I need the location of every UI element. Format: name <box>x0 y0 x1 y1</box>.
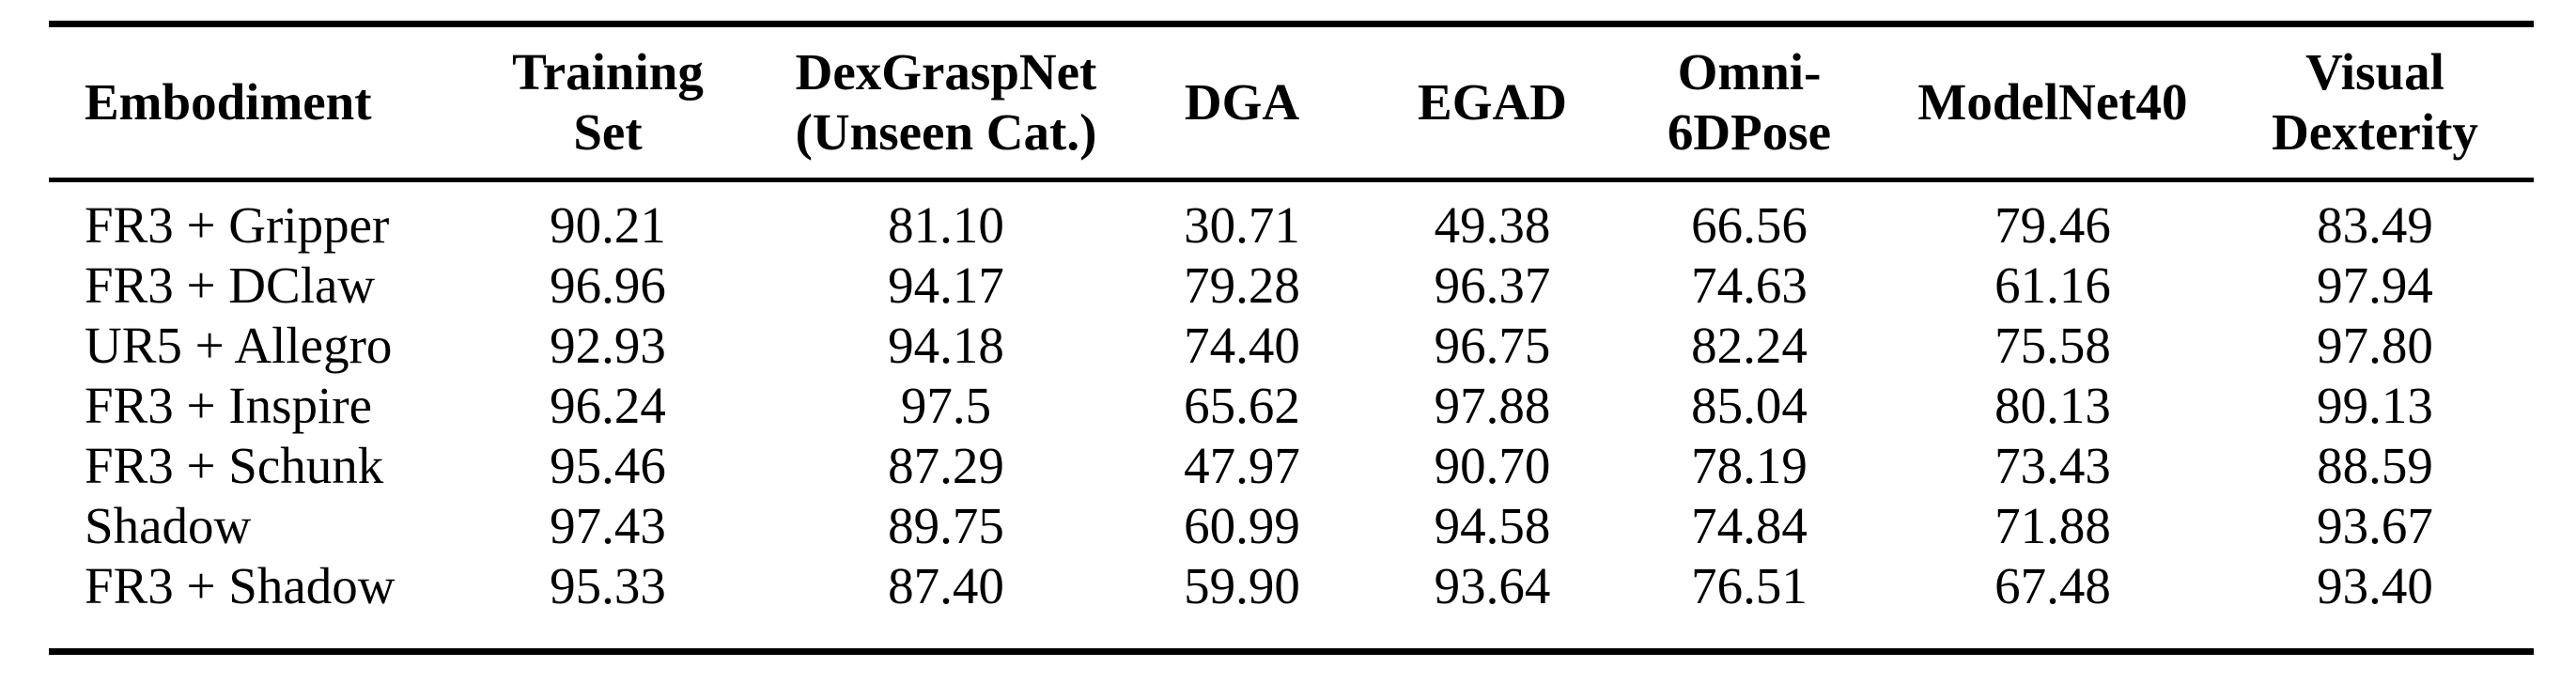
value-cell: 94.18 <box>888 317 1004 374</box>
value-cell: 61.16 <box>1994 256 2111 314</box>
value-cell: 85.04 <box>1691 377 1808 434</box>
value-cell: 89.75 <box>888 497 1004 554</box>
header-label: ModelNet40 <box>1917 73 2188 131</box>
value-cell: 93.67 <box>2317 497 2433 554</box>
value-cell: 76.51 <box>1691 557 1808 614</box>
header-label: EGAD <box>1418 73 1567 131</box>
embodiment-cell: Shadow <box>85 497 252 554</box>
column-header-dga: DGA <box>1109 24 1375 180</box>
column-header-dexgraspnet: DexGraspNet (Unseen Cat.) <box>784 24 1109 180</box>
value-cell: 79.28 <box>1184 256 1300 314</box>
value-cell: 65.62 <box>1184 377 1300 434</box>
column-header-egad: EGAD <box>1375 24 1609 180</box>
value-cell: 83.49 <box>2317 196 2433 254</box>
value-cell: 90.70 <box>1434 437 1551 494</box>
table-row: Shadow 97.43 89.75 60.99 94.58 74.84 71.… <box>49 496 2534 556</box>
value-cell: 95.46 <box>550 437 666 494</box>
value-cell: 30.71 <box>1184 196 1300 254</box>
value-cell: 49.38 <box>1434 196 1551 254</box>
value-cell: 59.90 <box>1184 557 1300 614</box>
table-row: FR3 + Gripper 90.21 81.10 30.71 49.38 66… <box>49 180 2534 256</box>
value-cell: 96.96 <box>550 256 666 314</box>
column-header-omni-6dpose: Omni- 6DPose <box>1609 24 1889 180</box>
value-cell: 94.58 <box>1434 497 1551 554</box>
value-cell: 81.10 <box>888 196 1004 254</box>
value-cell: 94.17 <box>888 256 1004 314</box>
value-cell: 73.43 <box>1994 437 2111 494</box>
value-cell: 87.29 <box>888 437 1004 494</box>
table-row: FR3 + Shadow 95.33 87.40 59.90 93.64 76.… <box>49 556 2534 652</box>
value-cell: 97.80 <box>2317 317 2433 374</box>
table-header: Embodiment Training Set DexGraspNet (Unsee… <box>49 24 2534 180</box>
paper-table-figure: Embodiment Training Set DexGraspNet (Unsee… <box>0 21 2576 655</box>
header-label: DexGraspNet <box>795 43 1097 101</box>
value-cell: 97.5 <box>900 377 992 434</box>
results-table: Embodiment Training Set DexGraspNet (Unsee… <box>49 21 2534 655</box>
header-label: Visual <box>2305 43 2444 101</box>
value-cell: 74.84 <box>1691 497 1808 554</box>
value-cell: 95.33 <box>550 557 666 614</box>
header-label: Training <box>512 43 704 101</box>
value-cell: 97.94 <box>2317 256 2433 314</box>
embodiment-cell: FR3 + DClaw <box>85 256 376 314</box>
value-cell: 96.75 <box>1434 317 1551 374</box>
value-cell: 90.21 <box>550 196 666 254</box>
value-cell: 47.97 <box>1184 437 1300 494</box>
header-label: Embodiment <box>85 73 372 131</box>
value-cell: 93.64 <box>1434 557 1551 614</box>
embodiment-cell: UR5 + Allegro <box>85 317 393 374</box>
value-cell: 75.58 <box>1994 317 2111 374</box>
value-cell: 93.40 <box>2317 557 2433 614</box>
column-header-training-set: Training Set <box>432 24 784 180</box>
value-cell: 82.24 <box>1691 317 1808 374</box>
value-cell: 87.40 <box>888 557 1004 614</box>
table-body: FR3 + Gripper 90.21 81.10 30.71 49.38 66… <box>49 180 2534 652</box>
header-row: Embodiment Training Set DexGraspNet (Unsee… <box>49 24 2534 180</box>
table-row: FR3 + Inspire 96.24 97.5 65.62 97.88 85.… <box>49 376 2534 436</box>
value-cell: 99.13 <box>2317 377 2433 434</box>
embodiment-cell: FR3 + Inspire <box>85 377 373 434</box>
column-header-visual-dexterity: Visual Dexterity <box>2216 24 2534 180</box>
value-cell: 74.40 <box>1184 317 1300 374</box>
value-cell: 96.24 <box>550 377 666 434</box>
value-cell: 67.48 <box>1994 557 2111 614</box>
table-row: UR5 + Allegro 92.93 94.18 74.40 96.75 82… <box>49 316 2534 376</box>
value-cell: 92.93 <box>550 317 666 374</box>
value-cell: 71.88 <box>1994 497 2111 554</box>
table-row: FR3 + Schunk 95.46 87.29 47.97 90.70 78.… <box>49 436 2534 496</box>
value-cell: 66.56 <box>1691 196 1808 254</box>
value-cell: 97.88 <box>1434 377 1551 434</box>
header-label: DGA <box>1184 73 1300 131</box>
value-cell: 60.99 <box>1184 497 1300 554</box>
value-cell: 97.43 <box>550 497 666 554</box>
column-header-modelnet40: ModelNet40 <box>1889 24 2216 180</box>
embodiment-cell: FR3 + Shadow <box>85 557 396 614</box>
header-label: Omni- <box>1677 43 1822 101</box>
value-cell: 78.19 <box>1691 437 1808 494</box>
value-cell: 80.13 <box>1994 377 2111 434</box>
column-header-embodiment: Embodiment <box>49 24 432 180</box>
value-cell: 74.63 <box>1691 256 1808 314</box>
value-cell: 79.46 <box>1994 196 2111 254</box>
embodiment-cell: FR3 + Gripper <box>85 196 390 254</box>
value-cell: 96.37 <box>1434 256 1551 314</box>
embodiment-cell: FR3 + Schunk <box>85 437 384 494</box>
table-row: FR3 + DClaw 96.96 94.17 79.28 96.37 74.6… <box>49 256 2534 316</box>
value-cell: 88.59 <box>2317 437 2433 494</box>
